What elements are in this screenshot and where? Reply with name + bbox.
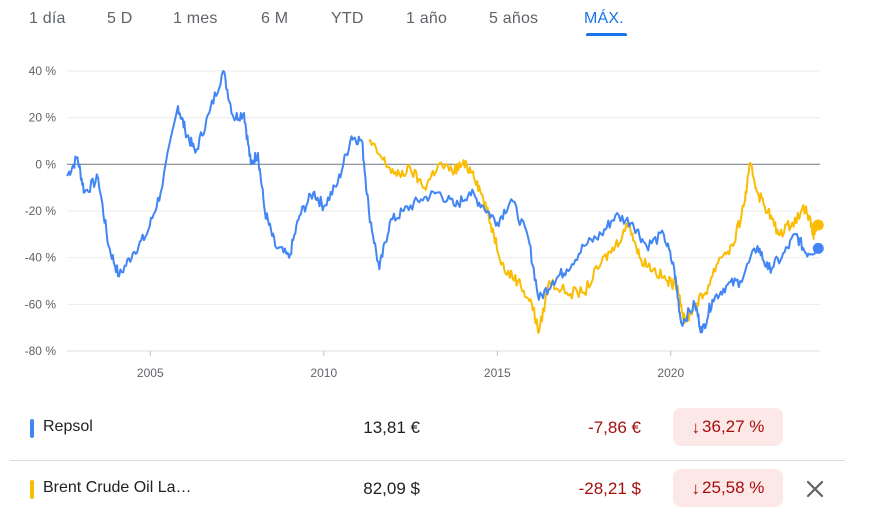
brent-color-swatch (30, 480, 34, 499)
y-tick-label: -60 % (25, 297, 57, 311)
tab-6-m[interactable]: 6 M (261, 10, 289, 27)
x-tick-label: 2010 (310, 366, 337, 380)
percent-change-badge: ↓ 36,27 % (673, 408, 783, 446)
tab-5-anos[interactable]: 5 años (489, 10, 539, 27)
percent-change-badge: ↓ 25,58 % (673, 469, 783, 507)
brent-series-line (368, 139, 820, 334)
repsol-color-swatch (30, 419, 34, 438)
tab-ytd[interactable]: YTD (331, 10, 364, 27)
tab-1-dia[interactable]: 1 día (29, 10, 66, 27)
y-tick-label: -80 % (25, 344, 57, 358)
y-tick-label: 0 % (35, 157, 56, 171)
close-icon[interactable] (803, 477, 827, 501)
arrow-down-icon: ↓ (691, 417, 701, 437)
percent-change-value: 25,58 % (702, 478, 765, 497)
x-axis-labels: 2005 2010 2015 2020 (137, 351, 684, 380)
x-tick-label: 2020 (657, 366, 684, 380)
row-name: Brent Crude Oil La… (43, 479, 192, 496)
legend-row-repsol[interactable]: Repsol 13,81 € -7,86 € ↓ 36,27 % (10, 400, 845, 456)
tab-5-d[interactable]: 5 D (107, 10, 133, 27)
y-tick-label: 40 % (29, 64, 57, 78)
chart-gridlines (67, 70, 820, 352)
percent-change-value: 36,27 % (702, 417, 765, 436)
comparison-line-chart: 40 % 20 % 0 % -20 % -40 % -60 % -80 % 2005 2010… (25, 64, 824, 380)
tab-1-mes[interactable]: 1 mes (173, 10, 218, 27)
tab-1-ano[interactable]: 1 año (406, 10, 448, 27)
row-price: 13,81 € (363, 418, 420, 437)
legend-row-brent[interactable]: Brent Crude Oil La… 82,09 $ -28,21 $ ↓ 2… (10, 460, 845, 517)
repsol-series-line (66, 70, 819, 334)
tab-max[interactable]: MÁX. (584, 10, 624, 27)
row-name: Repsol (43, 418, 93, 435)
brent-end-point (812, 219, 824, 231)
repsol-end-point (812, 242, 824, 254)
time-range-tabs: 1 día 5 D 1 mes 6 M YTD 1 año 5 años MÁX… (0, 0, 879, 44)
y-axis-labels: 40 % 20 % 0 % -20 % -40 % -60 % -80 % (25, 64, 57, 358)
chart-series (66, 70, 824, 334)
row-change: -7,86 € (588, 418, 641, 437)
arrow-down-icon: ↓ (691, 478, 701, 498)
row-price: 82,09 $ (363, 479, 420, 498)
row-change: -28,21 $ (578, 479, 641, 498)
y-tick-label: -40 % (25, 251, 57, 265)
x-tick-label: 2015 (484, 366, 511, 380)
y-tick-label: 20 % (29, 111, 57, 125)
x-tick-label: 2005 (137, 366, 164, 380)
y-tick-label: -20 % (25, 204, 57, 218)
active-tab-indicator (586, 33, 627, 36)
